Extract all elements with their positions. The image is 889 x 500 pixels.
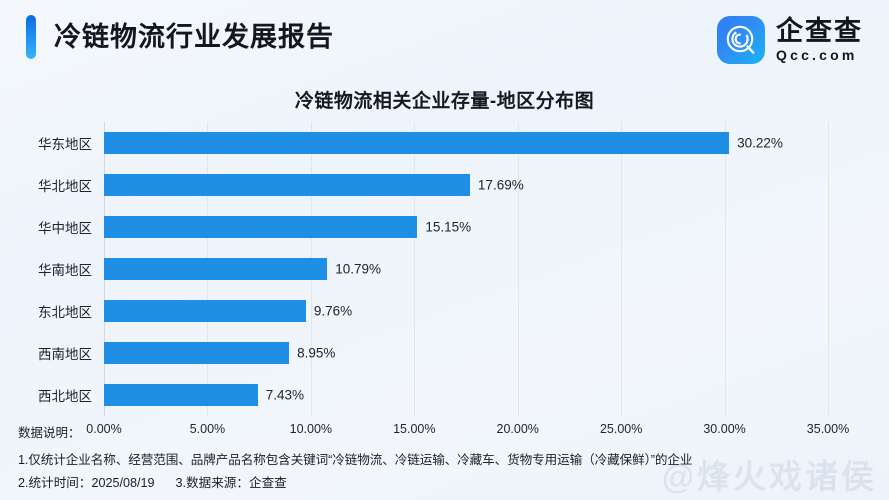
bar-value-label: 9.76% <box>313 303 353 319</box>
bar-华南地区[interactable] <box>104 258 328 280</box>
gridline-25.00% <box>621 122 623 416</box>
chart-row: 西北地区 7.43% <box>0 374 889 416</box>
chart-row: 华中地区 15.15% <box>0 206 889 248</box>
chart-row: 华北地区 17.69% <box>0 164 889 206</box>
x-tick-label: 0.00% <box>86 422 122 436</box>
bar-value-label: 15.15% <box>425 219 472 235</box>
x-tick-label: 10.00% <box>289 422 333 436</box>
bar-value-label: 8.95% <box>297 345 336 361</box>
watermark: @烽火戏诸侯 <box>661 458 877 495</box>
brand-logo[interactable]: 企查查 Qcc.com <box>717 16 863 64</box>
bar-华中地区[interactable] <box>104 216 418 238</box>
data-note-label: 数据说明： <box>18 426 81 440</box>
bar-西北地区[interactable] <box>104 384 258 406</box>
y-axis-label: 华中地区 <box>38 221 92 236</box>
chart-row: 华东地区 30.22% <box>0 122 889 164</box>
logo-text-group: 企查查 Qcc.com <box>776 16 863 63</box>
x-tick-label: 20.00% <box>496 422 539 436</box>
bar-华东地区[interactable] <box>104 132 730 154</box>
bar-value-label: 7.43% <box>265 387 304 403</box>
qcc-logo-icon <box>717 16 765 64</box>
data-note-2-3: 2.统计时间：2025/08/19 3.数据来源：企查查 <box>18 472 287 491</box>
chart-plot-area: 华东地区 30.22% 华北地区 17.69% 华中地区 15.15% 华南地区 10.79%… <box>0 122 889 416</box>
chart-row: 东北地区 9.76% <box>0 290 889 332</box>
bar-value-label: 10.79% <box>335 261 381 277</box>
accent-bar-decoration <box>26 15 36 59</box>
logo-brand-en: Qcc.com <box>776 47 858 63</box>
data-note-1: 1.仅统计企业名称、经营范围、品牌产品名称包含关键词“冷链物流、冷链运输、冷藏车… <box>18 453 693 467</box>
gridline-35.00% <box>828 122 829 416</box>
title-group: 冷链物流行业发展报告 <box>26 15 334 59</box>
y-axis-label: 华南地区 <box>38 263 92 278</box>
x-tick-label: 35.00% <box>806 422 850 436</box>
chart-row: 西南地区 8.95% <box>0 332 889 374</box>
gridline-15.00% <box>414 122 416 416</box>
logo-brand-cn: 企查查 <box>776 16 863 46</box>
gridline-30.00% <box>724 122 726 416</box>
y-axis-label: 西北地区 <box>38 389 92 404</box>
gridline-20.00% <box>517 122 519 416</box>
y-axis-label: 东北地区 <box>38 305 92 320</box>
y-axis-label: 华东地区 <box>38 137 92 152</box>
bar-华北地区[interactable] <box>104 174 470 196</box>
chart-row: 华南地区 10.79% <box>0 248 889 290</box>
x-tick-label: 5.00% <box>189 422 226 436</box>
x-tick-label: 25.00% <box>599 422 643 436</box>
bar-value-label: 17.69% <box>477 177 524 193</box>
bar-value-label: 30.22% <box>737 135 783 151</box>
data-note-2: 2.统计时间：2025/08/19 <box>18 476 155 490</box>
chart-bars: 华东地区 30.22% 华北地区 17.69% 华中地区 15.15% 华南地区 10.79%… <box>0 122 889 416</box>
data-note-3: 3.数据来源：企查查 <box>175 476 287 490</box>
x-tick-label: 30.00% <box>703 422 746 436</box>
y-axis-label: 西南地区 <box>38 347 92 362</box>
page-header: 冷链物流行业发展报告 企查查 Qcc.com <box>0 0 889 78</box>
bar-东北地区[interactable] <box>104 300 306 322</box>
chart-x-axis: 0.00% 5.00% 10.00% 15.00% 20.00% 25.00% 30.00%… <box>0 416 889 442</box>
y-axis-label: 华北地区 <box>38 179 92 194</box>
x-tick-label: 15.00% <box>393 422 436 436</box>
chart-title: 冷链物流相关企业存量-地区分布图 <box>294 91 595 112</box>
bar-西南地区[interactable] <box>104 342 290 364</box>
page-title: 冷链物流行业发展报告 <box>54 21 334 52</box>
